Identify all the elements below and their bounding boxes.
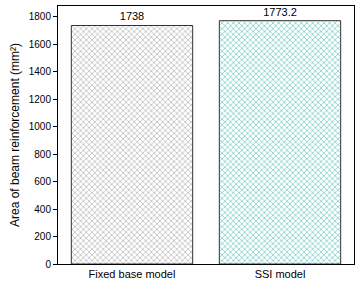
svg-text:800: 800 <box>34 149 51 160</box>
svg-text:1773.2: 1773.2 <box>263 6 297 18</box>
svg-text:1400: 1400 <box>29 66 52 77</box>
svg-text:1738: 1738 <box>120 10 144 22</box>
svg-text:200: 200 <box>34 231 51 242</box>
svg-text:Fixed base model: Fixed base model <box>89 268 176 280</box>
svg-text:1600: 1600 <box>29 39 52 50</box>
svg-text:1800: 1800 <box>29 11 52 22</box>
svg-text:SSI model: SSI model <box>255 268 306 280</box>
svg-text:Area of beam reinforcement (mm: Area of beam reinforcement (mm²) <box>8 43 22 227</box>
svg-text:1200: 1200 <box>29 94 52 105</box>
svg-text:600: 600 <box>34 176 51 187</box>
svg-text:1000: 1000 <box>29 121 52 132</box>
svg-text:0: 0 <box>45 259 51 270</box>
svg-text:400: 400 <box>34 204 51 215</box>
